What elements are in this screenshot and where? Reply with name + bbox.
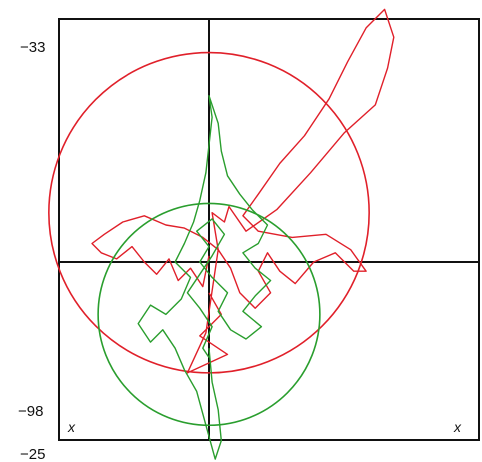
reference-circle-1 [48, 51, 370, 374]
plot-frame [58, 18, 480, 441]
series-trace-1 [91, 8, 395, 374]
x-axis-label-right: x [453, 419, 462, 435]
y-tick-label-bottom: −98 [18, 403, 43, 420]
reference-circle-2 [97, 202, 321, 427]
series-layer [48, 8, 395, 460]
y-tick-label-top: −33 [20, 39, 45, 56]
x-tick-label: −25 [20, 446, 45, 462]
x-axis-label-left: x [67, 419, 76, 435]
series-trace-2 [137, 94, 272, 460]
